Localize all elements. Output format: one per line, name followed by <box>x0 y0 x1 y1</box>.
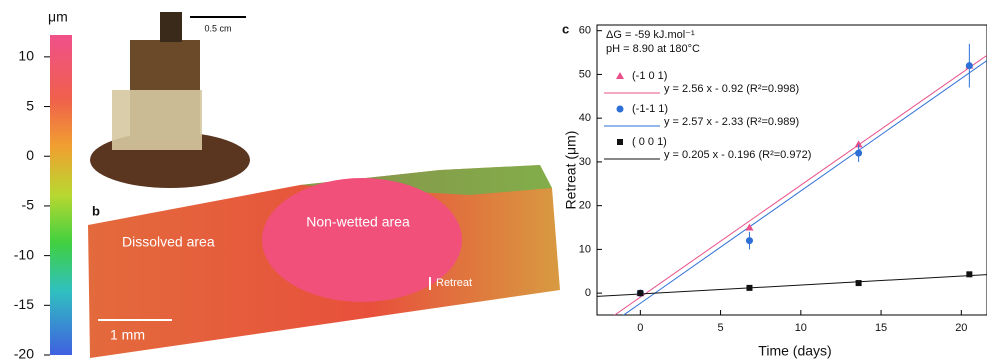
y-tick-label: 20 <box>579 200 591 212</box>
tick-label: 10 <box>18 48 34 64</box>
fit-line <box>622 60 987 315</box>
region-label: Non-wetted area <box>306 214 410 230</box>
legend-marker <box>617 139 623 145</box>
marker <box>637 290 644 297</box>
legend-label: y = 2.56 x - 0.92 (R²=0.998) <box>664 83 799 95</box>
plot-area <box>597 54 987 315</box>
x-tick-label: 0 <box>637 322 643 334</box>
colorbar <box>50 35 72 355</box>
marker <box>966 271 973 278</box>
x-axis-label: Time (days) <box>758 343 831 359</box>
legend-label: y = 2.57 x - 2.33 (R²=0.989) <box>664 116 799 128</box>
marker <box>855 280 862 287</box>
annotation: ΔG = -59 kJ.mol⁻¹ <box>606 29 695 41</box>
panel-label: c <box>562 21 569 36</box>
tick-label: -15 <box>14 296 34 312</box>
plot-frame <box>596 24 987 316</box>
tick-label: 0 <box>26 147 34 163</box>
x-tick-label: 20 <box>955 322 967 334</box>
retreat-label: Retreat <box>436 277 472 289</box>
legend-marker <box>616 105 624 113</box>
fit-line <box>597 274 987 297</box>
photo-crystal <box>112 90 202 150</box>
colorbar-unit: μm <box>48 9 68 25</box>
marker <box>855 149 863 157</box>
y-tick-label: 0 <box>585 287 591 299</box>
x-tick-label: 15 <box>875 322 887 334</box>
tick-label: -10 <box>14 246 34 262</box>
legend-label: (-1-1 1) <box>632 103 668 115</box>
panel-label: b <box>92 203 100 218</box>
legend-label: ( 0 0 1) <box>632 136 667 148</box>
marker <box>745 237 753 245</box>
y-tick-label: 40 <box>579 112 591 124</box>
scale-label: 0.5 cm <box>204 23 231 33</box>
marker <box>745 223 754 231</box>
legend-marker <box>616 72 624 79</box>
tick-label: 5 <box>26 97 34 113</box>
plot: (-1 0 1)y = 2.56 x - 0.92 (R²=0.998) (-1-… <box>597 43 987 315</box>
marker <box>854 140 863 148</box>
region-label: Dissolved area <box>122 234 215 250</box>
tick-label: -20 <box>14 346 34 362</box>
fit-line <box>613 54 987 315</box>
marker <box>746 284 753 291</box>
tick-label: -5 <box>22 197 35 213</box>
marker <box>965 62 973 70</box>
legend-label: y = 0.205 x - 0.196 (R²=0.972) <box>664 149 811 161</box>
annotation: pH = 8.90 at 180°C <box>606 43 700 55</box>
y-tick-label: 50 <box>579 68 591 80</box>
x-tick-label: 5 <box>718 322 724 334</box>
y-tick-label: 10 <box>579 243 591 255</box>
x-tick-label: 10 <box>795 322 807 334</box>
y-tick-label: 30 <box>579 156 591 168</box>
y-tick-label: 60 <box>579 25 591 37</box>
legend-label: (-1 0 1) <box>632 70 667 82</box>
non-wetted-region <box>262 178 462 302</box>
scale-label: 1 mm <box>110 327 145 343</box>
photo-screw <box>160 12 182 42</box>
y-axis-label: Retreat (μm) <box>563 131 579 210</box>
